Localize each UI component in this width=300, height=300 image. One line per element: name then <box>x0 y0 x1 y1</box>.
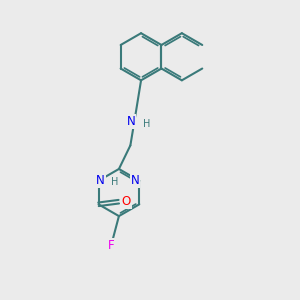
Text: H: H <box>143 119 150 129</box>
Text: H: H <box>111 177 118 188</box>
Text: N: N <box>96 174 105 187</box>
Text: F: F <box>108 239 115 252</box>
Text: N: N <box>127 116 135 128</box>
Text: N: N <box>131 174 140 187</box>
Text: O: O <box>122 195 130 208</box>
